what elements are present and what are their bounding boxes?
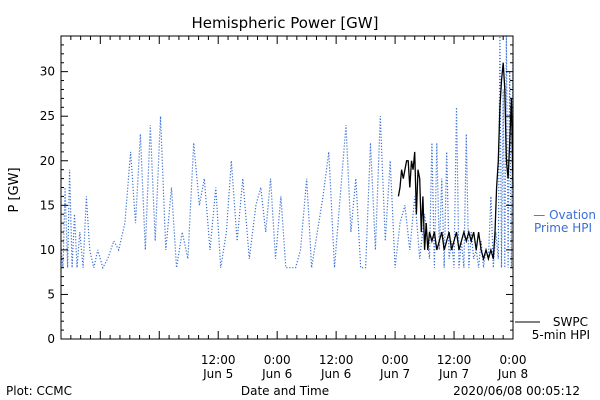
chart-title: Hemispheric Power [GW] [192,14,379,32]
y-axis: 0 5 10 15 20 25 30 [40,35,513,346]
plot-frame [60,35,514,340]
y-axis-label: P [GW] [7,167,22,212]
y-tick-label: 10 [40,243,55,257]
y-tick-label: 15 [40,198,55,212]
x-tick-label-date: Jun 7 [438,367,469,381]
x-tick-label-date: Jun 6 [320,367,351,381]
x-tick-label-date: Jun 5 [202,367,233,381]
legend-swpc-line-1: SWPC [553,315,588,329]
x-tick-label-time: 0:00 [500,353,527,367]
x-tick-label-date: Jun 6 [261,367,292,381]
y-tick-label: 30 [40,65,55,79]
y-tick-label: 20 [40,154,55,168]
y-tick-label: 25 [40,109,55,123]
x-tick-label-time: 12:00 [201,353,236,367]
x-tick-label-time: 12:00 [437,353,472,367]
x-axis-label: Date and Time [241,384,329,398]
plot-timestamp: 2020/06/08 00:05:12 [453,384,580,398]
series-layer [60,35,514,270]
x-tick-label-time: 0:00 [264,353,291,367]
plot-credit: Plot: CCMC [6,384,72,398]
legend: — Ovation Prime HPI SWPC 5-min HPI [515,208,596,342]
x-tick-label-time: 0:00 [382,353,409,367]
legend-ovation-line-1: — Ovation [533,208,596,222]
y-tick-label: 0 [47,332,55,346]
series-line-swpc-5min [397,62,514,262]
x-tick-label-date: Jun 8 [497,367,528,381]
y-tick-label: 5 [47,287,55,301]
x-tick-label-time: 12:00 [319,353,354,367]
legend-swpc-line-2: 5-min HPI [532,328,590,342]
series-line-ovation-prime [60,35,514,270]
x-tick-label-date: Jun 7 [379,367,410,381]
legend-ovation-line-2: Prime HPI [534,221,592,235]
